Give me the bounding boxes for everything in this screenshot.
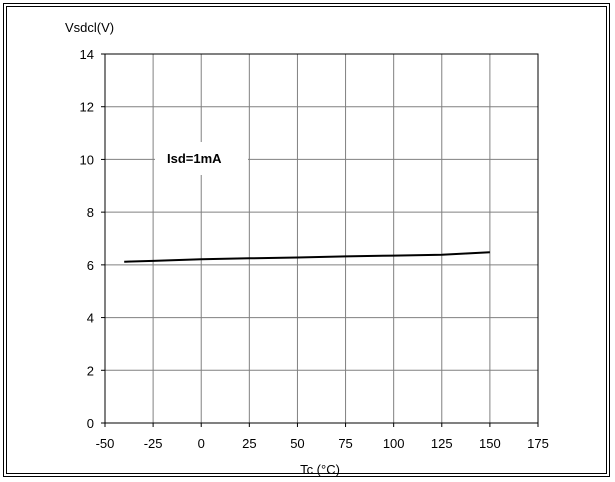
x-tick-label: 175 (527, 436, 549, 451)
x-tick-label: -50 (96, 436, 115, 451)
tick-marks (101, 53, 539, 427)
y-tick-label: 8 (87, 205, 94, 220)
y-tick-label: 2 (87, 363, 94, 378)
annotation-label: Isd=1mA (167, 151, 222, 166)
x-axis-label: Tc (°C) (300, 462, 340, 477)
y-tick-label: 6 (87, 258, 94, 273)
y-tick-labels: 0 2 4 6 8 10 12 14 (80, 47, 94, 431)
y-tick-label: 10 (80, 152, 94, 167)
inner-border (6, 6, 607, 474)
y-axis-label: Vsdcl(V) (65, 20, 114, 35)
y-tick-label: 0 (87, 416, 94, 431)
y-tick-label: 14 (80, 47, 94, 62)
y-tick-label: 4 (87, 311, 94, 326)
x-tick-labels: -50 -25 0 25 50 75 100 125 150 175 (96, 436, 549, 451)
x-tick-label: 0 (198, 436, 205, 451)
x-tick-label: -25 (144, 436, 163, 451)
grid-lines (105, 54, 538, 423)
series-line (124, 251, 490, 263)
x-tick-label: 125 (431, 436, 453, 451)
y-tick-label: 12 (80, 100, 94, 115)
x-tick-label: 50 (290, 436, 304, 451)
outer-border (3, 3, 610, 477)
plot-area (104, 53, 539, 424)
x-tick-label: 25 (242, 436, 256, 451)
x-tick-label: 100 (383, 436, 405, 451)
annotation-box (155, 142, 248, 175)
x-tick-label: 150 (479, 436, 501, 451)
x-tick-label: 75 (338, 436, 352, 451)
